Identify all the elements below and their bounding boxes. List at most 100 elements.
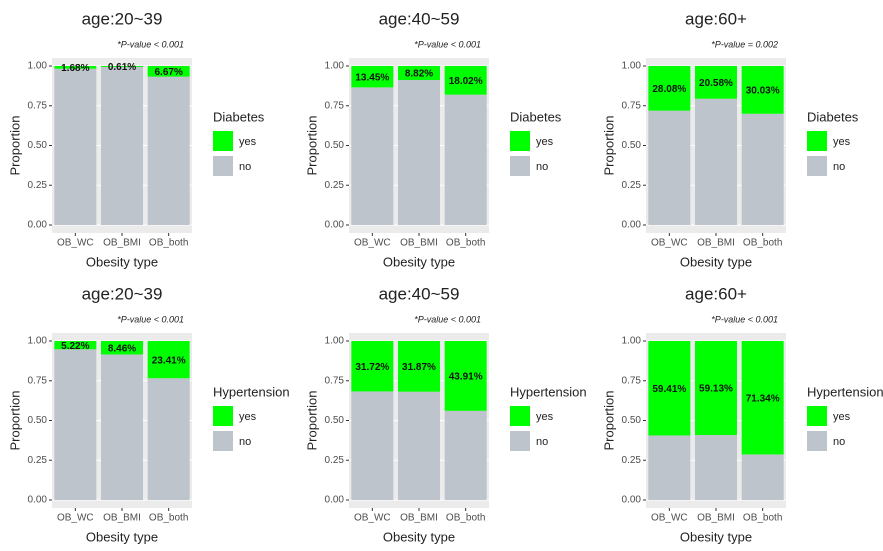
legend-key bbox=[807, 406, 827, 426]
value-label: 59.41% bbox=[652, 384, 686, 395]
chart-panel: 0.00 0.25 0.50 0.75 1.00 5.22% OB_WC 8.46% OB_BM… bbox=[7, 284, 289, 544]
value-label: 71.34% bbox=[746, 393, 780, 404]
y-tick-label: 0.75 bbox=[622, 100, 642, 111]
y-tick-label: 0.25 bbox=[28, 180, 48, 191]
bar-segment bbox=[695, 66, 737, 99]
legend-key bbox=[213, 156, 233, 176]
value-label: 18.02% bbox=[449, 76, 483, 87]
x-tick-label: OB_BMI bbox=[103, 238, 141, 249]
bar-segment bbox=[741, 341, 784, 455]
y-axis-label: Proportion bbox=[601, 116, 616, 176]
x-tick-label: OB_WC bbox=[57, 513, 94, 524]
y-axis-label: Proportion bbox=[7, 391, 22, 451]
chart-title: age:60+ bbox=[685, 284, 747, 303]
x-tick-label: OB_WC bbox=[651, 513, 688, 524]
legend-title: Diabetes bbox=[213, 109, 265, 124]
legend-label: no bbox=[833, 436, 845, 448]
y-axis-label: Proportion bbox=[304, 116, 319, 176]
y-tick-label: 1.00 bbox=[325, 336, 345, 347]
y-axis-label: Proportion bbox=[601, 391, 616, 451]
bar-segment bbox=[648, 110, 691, 225]
legend-label: no bbox=[536, 436, 548, 448]
y-axis-label: Proportion bbox=[304, 391, 319, 451]
legend-title: Diabetes bbox=[807, 109, 859, 124]
y-tick-label: 0.00 bbox=[325, 495, 345, 506]
x-tick-label: OB_WC bbox=[354, 238, 391, 249]
bar-segment bbox=[695, 98, 737, 225]
value-label: 20.58% bbox=[699, 78, 733, 89]
value-label: 0.61% bbox=[108, 62, 136, 73]
bar-segment bbox=[695, 341, 737, 436]
legend-key bbox=[510, 156, 530, 176]
bar-segment bbox=[101, 354, 143, 500]
chart-subtitle: *P-value < 0.001 bbox=[117, 39, 184, 49]
y-tick-label: 0.00 bbox=[28, 495, 48, 506]
x-tick-label: OB_BMI bbox=[697, 513, 735, 524]
y-tick-label: 1.00 bbox=[28, 61, 48, 72]
bar-segment bbox=[444, 66, 487, 95]
y-tick-label: 0.00 bbox=[622, 220, 642, 231]
legend-label: no bbox=[536, 161, 548, 173]
y-tick-label: 0.25 bbox=[325, 180, 345, 191]
bar-segment bbox=[695, 435, 737, 500]
y-tick-label: 0.50 bbox=[622, 140, 642, 151]
chart-title: age:60+ bbox=[685, 9, 747, 28]
x-axis-label: Obesity type bbox=[383, 529, 455, 544]
value-label: 30.03% bbox=[746, 86, 780, 97]
y-tick-label: 0.50 bbox=[28, 415, 48, 426]
legend-label: yes bbox=[536, 411, 554, 423]
y-tick-label: 0.50 bbox=[325, 415, 345, 426]
bar-segment bbox=[101, 66, 143, 67]
y-tick-label: 0.50 bbox=[622, 415, 642, 426]
legend-label: yes bbox=[239, 411, 257, 423]
value-label: 31.72% bbox=[355, 362, 389, 373]
bar-segment bbox=[648, 341, 691, 436]
bar-segment bbox=[351, 87, 394, 225]
chart-title: age:20~39 bbox=[82, 9, 163, 28]
chart-subtitle: *P-value < 0.001 bbox=[117, 314, 184, 324]
value-label: 13.45% bbox=[355, 72, 389, 83]
x-tick-label: OB_both bbox=[743, 513, 782, 524]
value-label: 28.08% bbox=[652, 84, 686, 95]
y-tick-label: 0.25 bbox=[622, 180, 642, 191]
legend-label: yes bbox=[833, 136, 851, 148]
x-axis-label: Obesity type bbox=[86, 254, 158, 269]
x-axis-label: Obesity type bbox=[383, 254, 455, 269]
legend-key bbox=[807, 131, 827, 151]
y-tick-label: 0.75 bbox=[325, 375, 345, 386]
bar-segment bbox=[444, 410, 487, 500]
chart-subtitle: *P-value < 0.001 bbox=[711, 314, 778, 324]
y-tick-label: 0.00 bbox=[325, 220, 345, 231]
legend-key bbox=[807, 156, 827, 176]
legend-label: no bbox=[239, 436, 251, 448]
legend-label: yes bbox=[833, 411, 851, 423]
chart-panel: 0.00 0.25 0.50 0.75 1.00 1.68% OB_WC 0.61% OB_BM… bbox=[7, 9, 264, 269]
legend-title: Diabetes bbox=[510, 109, 562, 124]
legend-title: Hypertension bbox=[807, 384, 883, 399]
value-label: 8.46% bbox=[108, 343, 136, 354]
legend-title: Hypertension bbox=[213, 384, 290, 399]
x-axis-label: Obesity type bbox=[680, 254, 752, 269]
value-label: 8.82% bbox=[405, 69, 433, 80]
bar-segment bbox=[648, 435, 691, 500]
y-tick-label: 0.50 bbox=[28, 140, 48, 151]
value-label: 5.22% bbox=[61, 341, 89, 352]
x-tick-label: OB_WC bbox=[354, 513, 391, 524]
x-axis-label: Obesity type bbox=[86, 529, 158, 544]
x-tick-label: OB_BMI bbox=[697, 238, 735, 249]
chart-subtitle: *P-value = 0.002 bbox=[711, 39, 778, 49]
legend-key bbox=[807, 431, 827, 451]
x-tick-label: OB_WC bbox=[57, 238, 94, 249]
bar-segment bbox=[398, 80, 440, 225]
value-label: 6.67% bbox=[154, 67, 182, 78]
bar-segment bbox=[101, 66, 143, 225]
bar-segment bbox=[444, 341, 487, 411]
bar-segment bbox=[398, 391, 440, 500]
chart-panel: 0.00 0.25 0.50 0.75 1.00 59.41% OB_WC 59.13% OB_… bbox=[601, 284, 883, 544]
y-tick-label: 0.25 bbox=[325, 455, 345, 466]
bar-segment bbox=[351, 341, 394, 392]
chart-subtitle: *P-value < 0.001 bbox=[414, 39, 481, 49]
legend-key bbox=[510, 431, 530, 451]
bar-segment bbox=[398, 66, 440, 81]
x-tick-label: OB_both bbox=[446, 238, 485, 249]
